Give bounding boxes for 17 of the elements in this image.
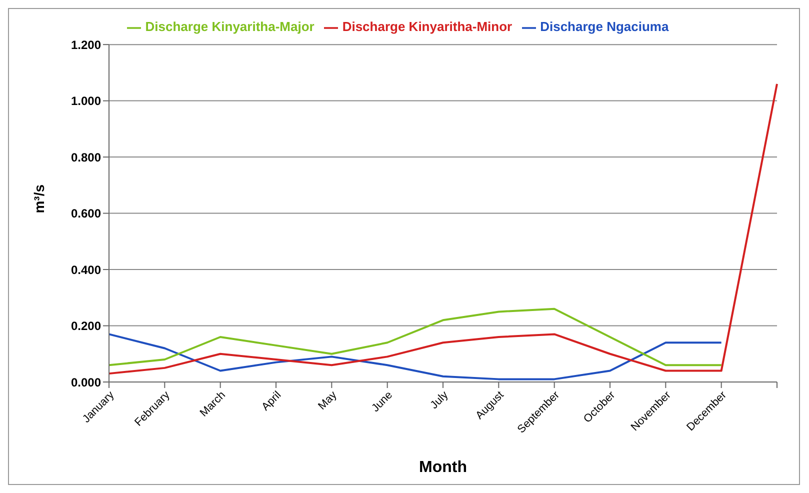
y-axis-title: m³/s (30, 184, 47, 214)
y-tick-label: 0.800 (70, 150, 102, 164)
y-tick-label: 0.200 (70, 319, 102, 334)
legend-label: Discharge Kinyaritha-Minor (342, 19, 512, 34)
y-tick-label: 1.000 (70, 94, 102, 108)
line-series (108, 333, 722, 380)
y-tick-label: 0.000 (70, 375, 102, 390)
x-axis-title: Month (419, 459, 467, 476)
x-tick-label: July (428, 388, 451, 412)
y-tick-label: 0.600 (70, 206, 102, 221)
y-tick-label: 1.200 (70, 38, 102, 52)
line-series (108, 308, 722, 366)
line-series (108, 82, 778, 375)
legend-label: Discharge Ngaciuma (540, 19, 669, 34)
x-tick-label: May (316, 388, 340, 412)
y-tick-label: 0.400 (70, 262, 102, 277)
legend-label: Discharge Kinyaritha-Major (145, 19, 314, 34)
